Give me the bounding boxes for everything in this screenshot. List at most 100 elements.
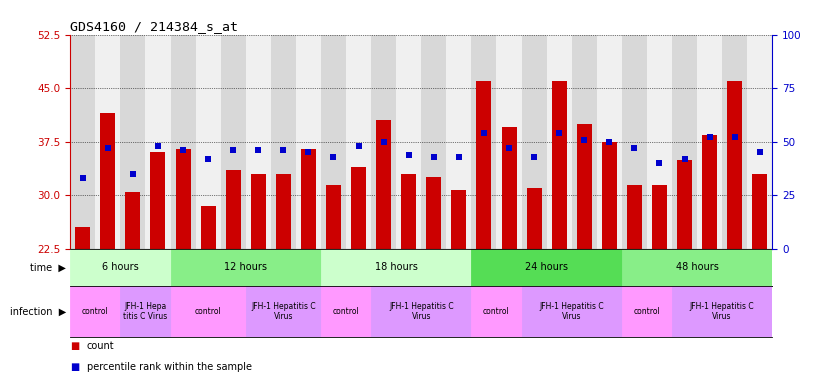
Bar: [446, 35, 472, 249]
Text: control: control: [82, 307, 109, 316]
Point: [102, 145, 115, 151]
Bar: [472, 286, 521, 338]
Point: [427, 154, 440, 160]
Bar: [321, 249, 472, 286]
Text: JFH-1 Hepatitis C
Virus: JFH-1 Hepatitis C Virus: [389, 302, 453, 321]
Text: JFH-1 Hepatitis C
Virus: JFH-1 Hepatitis C Virus: [690, 302, 754, 321]
Bar: [251, 174, 266, 249]
Bar: [70, 35, 95, 249]
Bar: [70, 286, 121, 338]
Bar: [70, 249, 170, 286]
Point: [252, 147, 265, 153]
Bar: [727, 81, 743, 249]
Point: [753, 149, 767, 156]
Bar: [748, 35, 772, 249]
Point: [377, 139, 390, 145]
Point: [577, 136, 591, 142]
Bar: [697, 35, 722, 249]
Bar: [326, 185, 341, 249]
Bar: [126, 192, 140, 249]
Bar: [301, 149, 316, 249]
Point: [301, 149, 315, 156]
Text: GDS4160 / 214384_s_at: GDS4160 / 214384_s_at: [70, 20, 238, 33]
Point: [226, 147, 240, 153]
Point: [402, 151, 415, 157]
Point: [352, 143, 365, 149]
Bar: [95, 35, 121, 249]
Point: [327, 154, 340, 160]
Bar: [677, 159, 692, 249]
Bar: [722, 35, 748, 249]
Bar: [121, 35, 145, 249]
Bar: [597, 35, 622, 249]
Point: [477, 130, 491, 136]
Text: 6 hours: 6 hours: [102, 262, 139, 272]
Text: JFH-1 Hepatitis C
Virus: JFH-1 Hepatitis C Virus: [539, 302, 604, 321]
Bar: [426, 177, 441, 249]
Bar: [376, 120, 392, 249]
Bar: [75, 227, 90, 249]
Text: ■: ■: [70, 362, 79, 372]
Bar: [521, 35, 547, 249]
Bar: [246, 35, 271, 249]
Text: 24 hours: 24 hours: [525, 262, 568, 272]
Point: [628, 145, 641, 151]
Text: 18 hours: 18 hours: [375, 262, 418, 272]
Bar: [672, 35, 697, 249]
Bar: [401, 174, 416, 249]
Bar: [552, 81, 567, 249]
Bar: [221, 35, 246, 249]
Point: [76, 175, 89, 181]
Bar: [196, 35, 221, 249]
Bar: [752, 174, 767, 249]
Text: count: count: [87, 341, 114, 351]
Bar: [602, 142, 617, 249]
Bar: [496, 35, 521, 249]
Bar: [100, 113, 116, 249]
Point: [703, 134, 716, 141]
Bar: [371, 35, 396, 249]
Bar: [145, 35, 170, 249]
Bar: [170, 249, 321, 286]
Text: control: control: [634, 307, 660, 316]
Bar: [296, 35, 321, 249]
Bar: [547, 35, 572, 249]
Point: [603, 139, 616, 145]
Bar: [702, 134, 717, 249]
Bar: [201, 206, 216, 249]
Point: [202, 156, 215, 162]
Text: ■: ■: [70, 341, 79, 351]
Bar: [672, 286, 772, 338]
Text: control: control: [195, 307, 221, 316]
Bar: [627, 185, 642, 249]
Text: control: control: [333, 307, 359, 316]
Bar: [451, 190, 467, 249]
Text: time  ▶: time ▶: [31, 262, 66, 272]
Text: JFH-1 Hepatitis C
Virus: JFH-1 Hepatitis C Virus: [251, 302, 316, 321]
Bar: [396, 35, 421, 249]
Bar: [472, 35, 496, 249]
Text: JFH-1 Hepa
titis C Virus: JFH-1 Hepa titis C Virus: [123, 302, 168, 321]
Point: [728, 134, 741, 141]
Bar: [572, 35, 597, 249]
Bar: [622, 35, 647, 249]
Bar: [521, 286, 622, 338]
Text: control: control: [483, 307, 510, 316]
Bar: [346, 35, 371, 249]
Text: percentile rank within the sample: percentile rank within the sample: [87, 362, 252, 372]
Bar: [501, 127, 516, 249]
Point: [553, 130, 566, 136]
Bar: [371, 286, 472, 338]
Point: [126, 171, 140, 177]
Bar: [150, 152, 165, 249]
Bar: [577, 124, 591, 249]
Bar: [622, 249, 772, 286]
Bar: [121, 286, 170, 338]
Text: 12 hours: 12 hours: [224, 262, 268, 272]
Point: [678, 156, 691, 162]
Bar: [527, 188, 542, 249]
Bar: [647, 35, 672, 249]
Point: [502, 145, 515, 151]
Bar: [652, 185, 667, 249]
Bar: [421, 35, 446, 249]
